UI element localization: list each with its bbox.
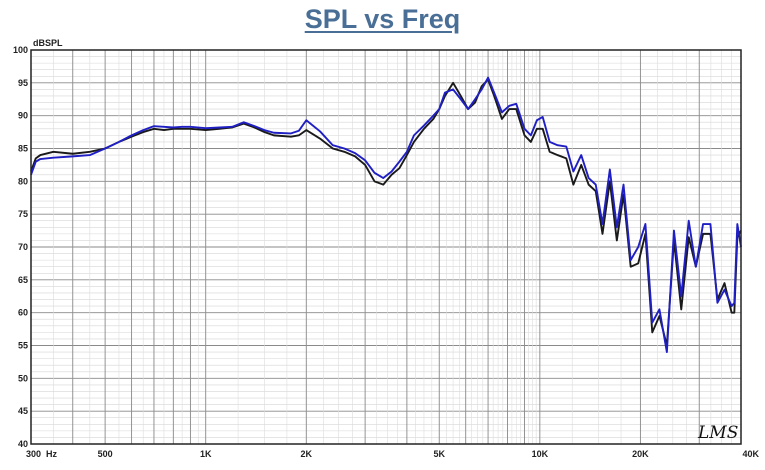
x-tick-label: 5K [433, 449, 445, 459]
series-lines [30, 76, 742, 354]
x-tick-label: 40K [742, 449, 759, 459]
y-tick-label: 90 [18, 111, 28, 121]
x-tick-label: 1K [200, 449, 212, 459]
y-tick-label: 95 [18, 78, 28, 88]
series-line-1 [30, 78, 742, 347]
x-unit-label: Hz [46, 449, 57, 459]
y-tick-label: 85 [18, 144, 28, 154]
y-tick-label: 80 [18, 176, 28, 186]
x-tick-label: 500 [98, 449, 113, 459]
y-axis-label: dBSPL [33, 38, 63, 48]
y-tick-label: 40 [18, 439, 28, 449]
x-tick-label: 10K [532, 449, 549, 459]
watermark-logo: LMS [697, 423, 738, 443]
y-tick-label: 45 [18, 406, 28, 416]
y-tick-label: 50 [18, 373, 28, 383]
y-tick-label: 65 [18, 275, 28, 285]
y-tick-label: 55 [18, 341, 28, 351]
x-tick-label: 20K [632, 449, 649, 459]
y-tick-label: 60 [18, 308, 28, 318]
y-tick-label: 100 [13, 45, 28, 55]
grid [30, 49, 742, 445]
y-tick-label: 75 [18, 209, 28, 219]
x-tick-label: 2K [301, 449, 313, 459]
chart-title: SPL vs Freq [304, 4, 461, 34]
x-tick-labels: 300 500 1K 2K 5K 10K 20K 40K [26, 449, 759, 459]
series-line-2 [30, 76, 742, 354]
y-tick-labels: 40 45 50 55 60 65 70 75 80 85 90 95 100 [13, 45, 28, 449]
x-tick-label: 300 [26, 449, 41, 459]
plot-frame [30, 49, 742, 445]
y-tick-label: 70 [18, 242, 28, 252]
